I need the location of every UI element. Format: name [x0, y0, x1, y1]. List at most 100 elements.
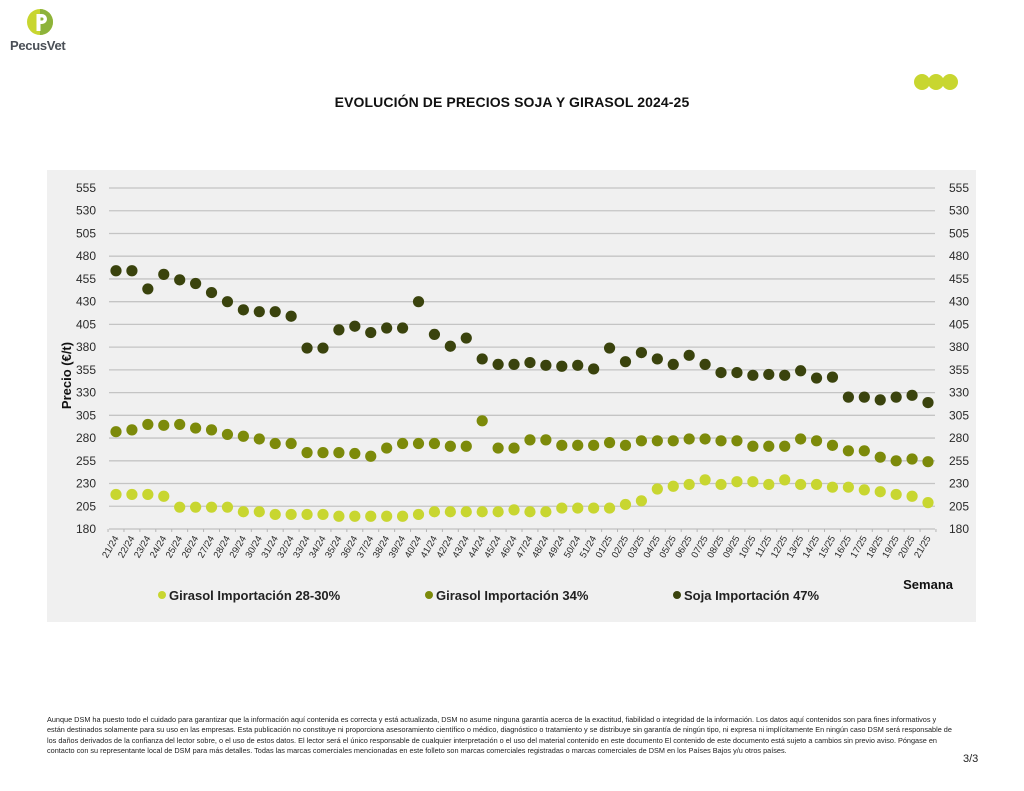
- data-point-girasol-28-30: [540, 506, 552, 518]
- data-point-girasol-28-30: [221, 501, 234, 513]
- data-point-girasol-34: [205, 424, 218, 436]
- data-point-girasol-34: [253, 433, 265, 445]
- data-point-girasol-28-30: [524, 506, 536, 518]
- data-point-soja-47: [110, 265, 122, 277]
- data-point-girasol-34: [524, 434, 536, 446]
- y-tick-label-left: 280: [76, 431, 96, 445]
- data-point-soja-47: [619, 356, 632, 368]
- data-point-soja-47: [795, 365, 807, 377]
- data-point-soja-47: [508, 358, 520, 371]
- data-point-girasol-28-30: [588, 502, 600, 514]
- data-point-girasol-28-30: [381, 510, 393, 522]
- data-point-soja-47: [317, 342, 329, 354]
- y-tick-label-right: 455: [949, 272, 969, 286]
- data-point-soja-47: [142, 283, 154, 295]
- data-point-soja-47: [731, 366, 743, 379]
- y-tick-label-left: 505: [76, 226, 96, 240]
- data-point-girasol-28-30: [619, 498, 632, 511]
- data-point-soja-47: [381, 322, 393, 334]
- data-point-girasol-34: [365, 450, 377, 462]
- data-point-soja-47: [906, 389, 918, 401]
- data-point-girasol-28-30: [763, 478, 775, 491]
- data-point-girasol-34: [428, 437, 441, 450]
- legend-label: Girasol Importación 28-30%: [169, 588, 341, 603]
- data-point-soja-47: [174, 274, 186, 286]
- data-point-girasol-34: [349, 447, 361, 460]
- y-tick-label-right: 430: [949, 295, 969, 309]
- legend-marker: [158, 591, 166, 599]
- data-point-girasol-34: [763, 440, 775, 452]
- y-tick-label-right: 530: [949, 204, 969, 218]
- page-number: 3/3: [963, 753, 979, 765]
- data-point-girasol-28-30: [683, 478, 695, 491]
- data-point-soja-47: [253, 306, 265, 318]
- y-tick-label-left: 380: [76, 340, 96, 354]
- y-tick-label-right: 505: [949, 226, 969, 240]
- data-point-girasol-34: [301, 447, 313, 459]
- data-point-girasol-34: [381, 442, 393, 454]
- y-tick-label-right: 205: [949, 499, 969, 513]
- data-point-girasol-28-30: [253, 506, 265, 518]
- x-tick-label: 21/25: [912, 534, 933, 560]
- data-point-soja-47: [396, 322, 409, 334]
- data-point-girasol-28-30: [603, 502, 616, 514]
- data-point-girasol-34: [842, 445, 854, 457]
- data-point-girasol-28-30: [667, 480, 679, 492]
- data-point-girasol-28-30: [651, 483, 663, 495]
- data-point-girasol-34: [142, 418, 154, 431]
- data-point-girasol-28-30: [190, 501, 202, 513]
- data-point-girasol-28-30: [779, 474, 791, 486]
- data-point-girasol-28-30: [301, 508, 313, 521]
- data-point-girasol-34: [651, 435, 663, 447]
- data-point-girasol-34: [795, 433, 807, 445]
- data-point-girasol-28-30: [126, 488, 138, 501]
- data-point-soja-47: [572, 359, 584, 371]
- data-point-girasol-28-30: [826, 481, 839, 493]
- page-title: EVOLUCIÓN DE PRECIOS SOJA Y GIRASOL 2024…: [334, 94, 690, 110]
- data-point-soja-47: [412, 296, 425, 308]
- data-point-soja-47: [285, 310, 297, 322]
- y-tick-label-right: 280: [949, 431, 969, 445]
- three-dots-decor-icon: [914, 74, 958, 90]
- y-tick-label-left: 230: [76, 477, 96, 491]
- data-point-girasol-34: [779, 440, 791, 452]
- data-point-girasol-34: [126, 424, 138, 436]
- data-point-girasol-34: [858, 445, 870, 457]
- data-point-girasol-28-30: [699, 474, 711, 486]
- data-point-girasol-34: [412, 437, 425, 450]
- data-point-girasol-34: [603, 437, 616, 449]
- data-point-girasol-34: [221, 428, 234, 441]
- data-point-soja-47: [922, 397, 934, 409]
- data-point-girasol-34: [715, 435, 727, 447]
- data-point-soja-47: [842, 391, 854, 403]
- y-tick-label-left: 255: [76, 454, 96, 468]
- data-point-soja-47: [158, 268, 170, 280]
- data-point-soja-47: [603, 342, 616, 354]
- data-point-girasol-28-30: [349, 510, 361, 522]
- y-tick-label-right: 405: [949, 317, 969, 331]
- y-tick-label-left: 305: [76, 408, 96, 422]
- data-point-soja-47: [237, 304, 249, 316]
- data-point-girasol-28-30: [444, 506, 456, 518]
- chart-panel: 180 180 205 205 230 230 255 255 280 280 305 305 330 3…: [47, 170, 976, 622]
- data-point-girasol-28-30: [396, 510, 409, 522]
- data-point-girasol-34: [460, 440, 472, 452]
- y-tick-label-right: 255: [949, 454, 969, 468]
- data-point-soja-47: [190, 277, 202, 290]
- y-tick-label-right: 305: [949, 408, 969, 422]
- data-point-girasol-34: [747, 440, 759, 452]
- data-point-girasol-34: [285, 437, 297, 450]
- y-tick-label-left: 405: [76, 317, 96, 331]
- data-point-girasol-28-30: [317, 508, 329, 521]
- data-point-soja-47: [635, 346, 648, 359]
- data-point-girasol-28-30: [747, 476, 759, 488]
- data-point-soja-47: [428, 328, 441, 341]
- data-point-girasol-28-30: [460, 506, 472, 518]
- data-point-girasol-34: [667, 435, 679, 447]
- data-point-girasol-34: [588, 439, 600, 451]
- data-point-girasol-28-30: [508, 504, 520, 516]
- data-point-girasol-34: [190, 422, 202, 434]
- y-tick-label-left: 330: [76, 386, 96, 400]
- data-point-soja-47: [524, 356, 536, 369]
- y-tick-label-right: 380: [949, 340, 969, 354]
